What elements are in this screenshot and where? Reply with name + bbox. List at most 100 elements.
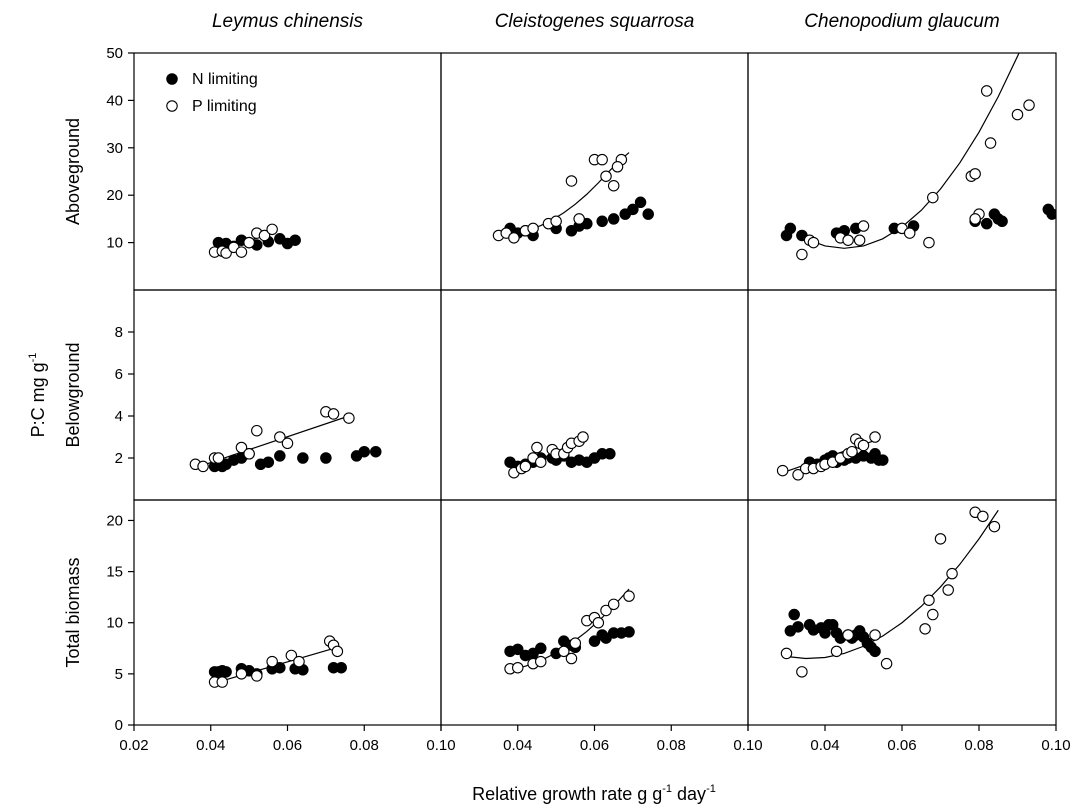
point-p-limiting: [969, 213, 981, 225]
point-p-limiting: [258, 229, 271, 242]
point-p-limiting: [235, 246, 248, 258]
point-p-limiting: [565, 175, 578, 187]
point-p-limiting: [969, 168, 981, 180]
row-title: Total biomass: [63, 557, 83, 667]
panel-frame: [133, 499, 442, 726]
point-p-limiting: [796, 248, 808, 261]
point-p-limiting: [869, 629, 881, 641]
column-title: Chenopodium glaucum: [804, 11, 999, 32]
fit-line-p-limiting: [805, 53, 1020, 249]
y-tick-label: 2: [115, 450, 123, 467]
point-p-limiting: [266, 655, 278, 668]
point-p-limiting: [235, 441, 248, 454]
point-p-limiting: [327, 408, 340, 420]
panel-belowground-3: [776, 431, 889, 481]
point-n-limiting: [262, 456, 275, 468]
point-n-limiting: [588, 635, 601, 647]
legend: N limiting P limiting: [166, 71, 258, 115]
panel-belowground-1: [189, 406, 382, 473]
point-p-limiting: [251, 424, 263, 437]
point-n-limiting: [607, 213, 620, 225]
point-p-limiting: [830, 645, 843, 658]
panel-aboveground-3: [780, 53, 1056, 261]
row-title: Belowground: [63, 342, 83, 447]
point-p-limiting: [923, 594, 935, 606]
point-n-limiting: [1046, 208, 1056, 220]
panel-total-biomass-3: [780, 506, 1001, 678]
point-n-limiting: [784, 222, 797, 235]
point-p-limiting: [857, 439, 870, 452]
x-tick-label: 0.02: [119, 737, 148, 754]
y-tick-label: 50: [106, 45, 123, 62]
point-p-limiting: [535, 655, 547, 668]
point-p-limiting: [842, 629, 854, 641]
point-p-limiting: [977, 510, 989, 523]
point-p-limiting: [988, 520, 1001, 533]
panel-frame: [440, 289, 749, 501]
point-n-limiting: [274, 661, 286, 674]
point-p-limiting: [251, 670, 263, 682]
point-n-limiting: [623, 626, 635, 638]
x-tick-label: 0.10: [1041, 737, 1070, 754]
point-p-limiting: [611, 161, 624, 173]
x-tick-label: 0.04: [196, 737, 225, 754]
point-p-limiting: [243, 448, 255, 460]
point-p-limiting: [212, 452, 225, 464]
point-p-limiting: [980, 85, 993, 97]
point-n-limiting: [627, 203, 639, 216]
x-tick-label: 0.06: [580, 737, 609, 754]
point-p-limiting: [331, 645, 344, 658]
x-tick-label: 0.04: [503, 737, 532, 754]
legend-label: P limiting: [192, 98, 257, 115]
y-tick-label: 30: [106, 140, 123, 157]
point-p-limiting: [266, 223, 278, 236]
panel-frame: [440, 52, 749, 291]
point-p-limiting: [1011, 108, 1024, 121]
panel-belowground-2: [504, 431, 616, 479]
point-p-limiting: [796, 666, 808, 678]
point-n-limiting: [642, 208, 654, 220]
x-tick-label: 0.08: [964, 737, 993, 754]
point-n-limiting: [792, 621, 804, 633]
point-n-limiting: [996, 215, 1008, 228]
x-axis-label: Relative growth rate g g-1 day-1: [472, 783, 716, 804]
point-p-limiting: [942, 584, 954, 596]
point-p-limiting: [927, 608, 939, 621]
point-p-limiting: [285, 649, 298, 662]
x-tick-label: 0.10: [426, 737, 455, 754]
point-n-limiting: [535, 642, 547, 655]
row-title: Aboveground: [63, 118, 83, 225]
point-p-limiting: [281, 437, 294, 450]
legend-marker-p-limiting: [166, 100, 178, 112]
point-p-limiting: [600, 170, 612, 182]
point-p-limiting: [508, 232, 520, 244]
point-p-limiting: [880, 657, 893, 670]
point-p-limiting: [531, 441, 543, 454]
point-n-limiting: [220, 666, 232, 678]
point-p-limiting: [842, 234, 854, 246]
y-tick-label: 15: [106, 564, 123, 581]
point-p-limiting: [923, 236, 935, 249]
point-p-limiting: [596, 153, 608, 166]
point-p-limiting: [220, 247, 232, 259]
point-n-limiting: [980, 217, 993, 230]
point-n-limiting: [274, 450, 286, 462]
x-axis-label-main: Relative growth rate g g: [472, 784, 662, 804]
y-tick-label: 10: [106, 235, 123, 252]
point-n-limiting: [876, 454, 889, 466]
point-p-limiting: [934, 533, 947, 545]
panel-aboveground-2: [492, 152, 654, 244]
point-p-limiting: [807, 236, 820, 249]
point-n-limiting: [634, 196, 647, 209]
column-title: Cleistogenes squarrosa: [495, 11, 695, 32]
x-tick-label: 0.08: [657, 737, 686, 754]
panel-total-biomass-1: [208, 635, 347, 688]
point-p-limiting: [343, 412, 355, 424]
point-p-limiting: [197, 460, 209, 473]
point-n-limiting: [511, 643, 524, 656]
y-tick-label: 6: [115, 366, 123, 383]
x-axis-label-mid: day: [672, 784, 706, 804]
point-p-limiting: [919, 623, 931, 635]
y-tick-label: 10: [106, 615, 123, 632]
